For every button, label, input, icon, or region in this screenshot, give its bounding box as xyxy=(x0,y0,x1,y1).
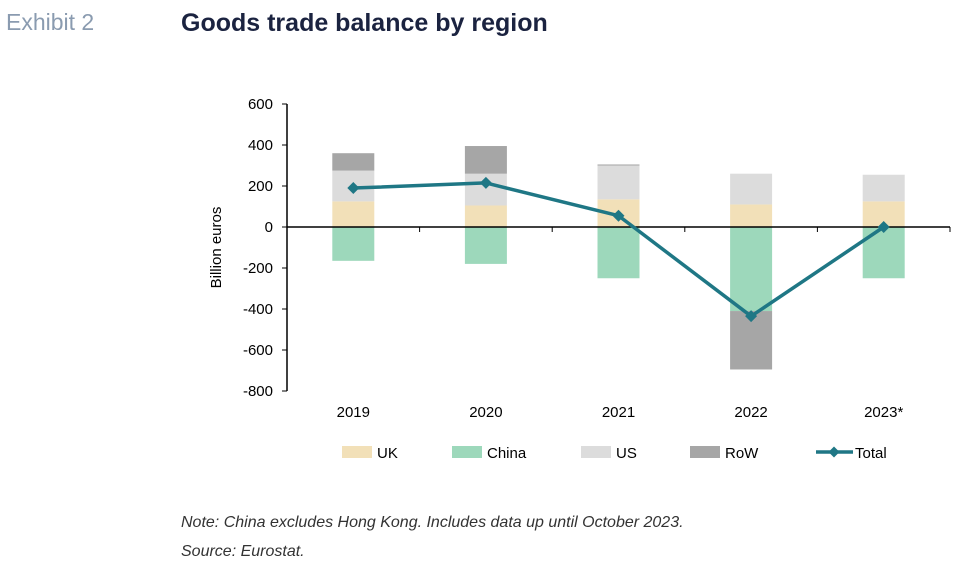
bar-us-2021 xyxy=(597,165,640,200)
bar-us-2022 xyxy=(730,173,773,205)
y-tick-label: 0 xyxy=(265,219,273,236)
legend-swatch-uk xyxy=(342,446,372,458)
bar-row-2020 xyxy=(464,146,507,174)
bar-china-2022 xyxy=(730,227,773,312)
total-point-2019 xyxy=(347,182,360,195)
x-tick-label: 2022 xyxy=(734,404,767,421)
chart-title: Goods trade balance by region xyxy=(181,9,548,37)
bar-row-2019 xyxy=(332,153,375,171)
total-point-2021 xyxy=(612,209,625,222)
total-line-layer xyxy=(347,176,890,323)
x-tick-label: 2021 xyxy=(602,404,635,421)
x-tick-label: 2023* xyxy=(864,404,903,421)
bar-china-2023 xyxy=(862,227,905,279)
bar-row-2021 xyxy=(597,164,640,166)
y-tick-label: 400 xyxy=(248,137,273,154)
legend-label-uk: UK xyxy=(377,445,398,462)
footnote: Note: China excludes Hong Kong. Includes… xyxy=(181,514,684,531)
legend-swatch-row xyxy=(690,446,720,458)
axes-layer: 600 400 200 0 -200 -400 -600 -800 2019 2020 2021 20… xyxy=(208,96,951,421)
total-point-2023 xyxy=(877,221,890,233)
legend-swatch-china xyxy=(452,446,482,458)
source-note: Source: Eurostat. xyxy=(181,543,305,560)
y-tick-label: -200 xyxy=(243,260,273,277)
y-tick-label: -600 xyxy=(243,342,273,359)
total-point-2022 xyxy=(745,310,758,323)
legend-label-china: China xyxy=(487,445,527,462)
bar-china-2019 xyxy=(332,227,375,261)
y-tick-label: 200 xyxy=(248,178,273,195)
bar-uk-2022 xyxy=(730,204,773,227)
legend-label-total: Total xyxy=(855,445,887,462)
chart: 600 400 200 0 -200 -400 -600 -800 2019 2020 2021 20… xyxy=(208,96,951,462)
total-point-2020 xyxy=(479,176,492,189)
bar-us-2023 xyxy=(862,174,905,202)
x-tick-label: 2019 xyxy=(337,404,370,421)
bar-china-2021 xyxy=(597,227,640,279)
bars-layer xyxy=(332,146,905,370)
legend-marker-total xyxy=(828,446,840,458)
legend-label-us: US xyxy=(616,445,637,462)
bar-uk-2019 xyxy=(332,201,375,227)
y-tick-label: -400 xyxy=(243,301,273,318)
exhibit-label: Exhibit 2 xyxy=(6,9,95,35)
y-tick-label: -800 xyxy=(243,383,273,400)
y-axis-title: Billion euros xyxy=(208,207,225,289)
bar-china-2020 xyxy=(464,227,507,264)
legend-swatch-us xyxy=(581,446,611,458)
legend-label-row: RoW xyxy=(725,445,759,462)
bar-uk-2020 xyxy=(464,205,507,227)
x-tick-label: 2020 xyxy=(469,404,502,421)
legend: UK China US RoW Total xyxy=(342,445,887,462)
y-tick-label: 600 xyxy=(248,96,273,113)
